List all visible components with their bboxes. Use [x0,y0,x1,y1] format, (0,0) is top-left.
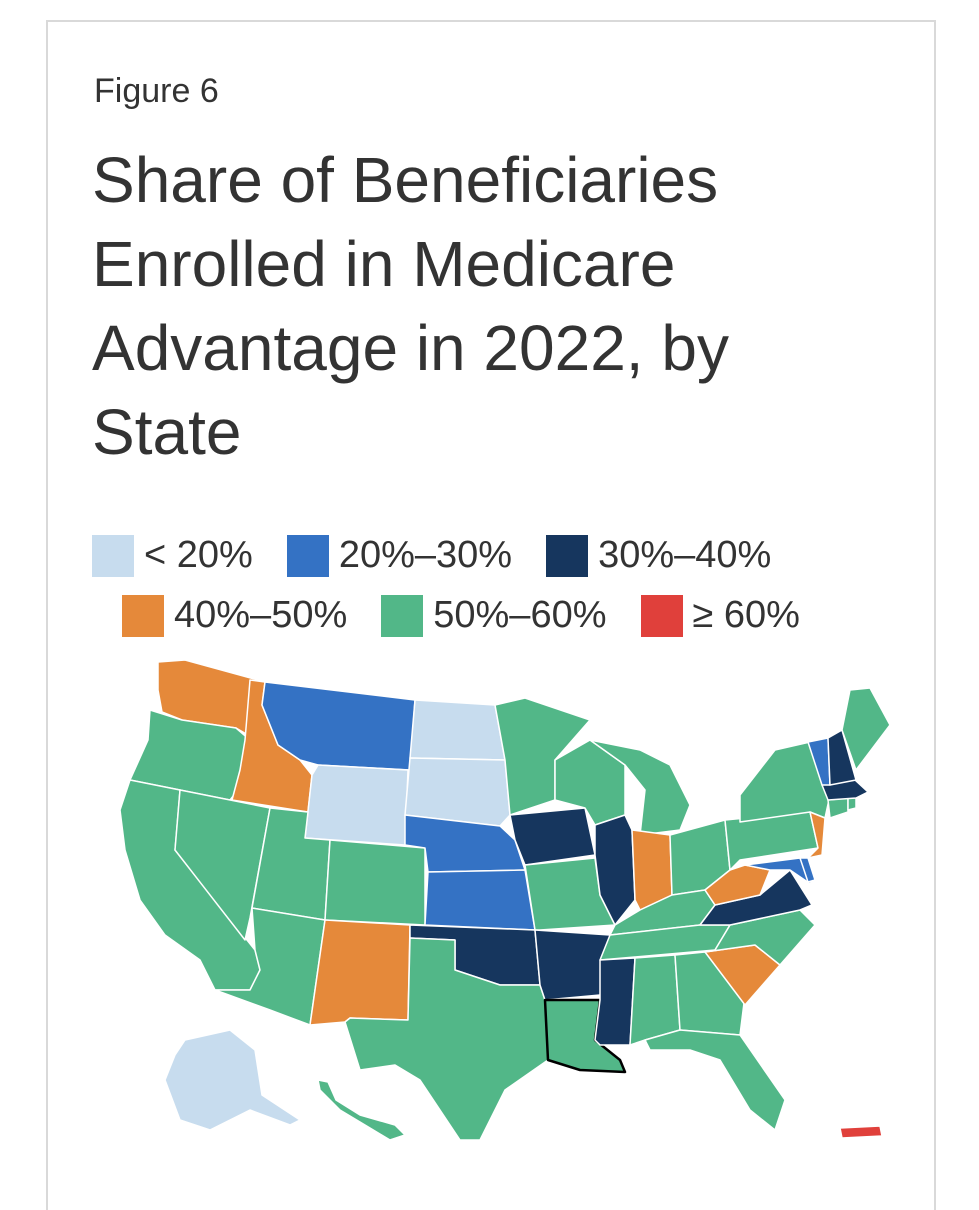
state-NY [739,741,831,823]
legend-swatch [381,594,424,637]
state-FL [644,1029,786,1131]
state-ME [841,687,891,771]
state-MS [594,957,636,1046]
legend-item-30-40: 30%–40% [546,534,771,577]
figure-label: Figure 6 [94,72,219,110]
legend-swatch [122,594,164,637]
legend-item-20-30: 20%–30% [286,534,513,577]
state-NJ [807,811,826,859]
legend-label: < 20% [144,534,253,576]
state-WY [304,764,409,846]
state-MI [589,739,691,836]
state-GA [674,951,746,1036]
state-TX [344,937,549,1141]
chart-title: Share of Beneficiaries Enrolled in Medic… [92,144,729,468]
state-DE [799,857,816,883]
state-IA [509,807,596,866]
legend-label: 30%–40% [598,534,772,576]
state-NH [827,729,857,786]
legend-swatch [640,594,683,637]
legend-swatch [286,534,329,577]
state-AK [164,1029,301,1131]
state-ND [409,699,506,761]
legend-item-40-50: 40%–50% [122,594,347,637]
state-KS [424,869,536,931]
legend-label: 20%–30% [338,534,513,576]
legend-row-1: < 20% 20%–30% 30%–40% [92,534,805,577]
state-NM [309,919,411,1026]
legend-item-50-60: 50%–60% [381,594,607,637]
legend-swatch [92,534,134,577]
legend-item-gte60: ≥ 60% [640,594,800,637]
state-CO [324,839,426,926]
state-RI [847,797,857,811]
state-CT [827,797,849,819]
legend-swatch [546,534,589,577]
state-IL [594,814,636,926]
legend-label: ≥ 60% [692,594,800,636]
legend-item-lt20: < 20% [92,534,253,577]
state-SD [404,757,511,827]
legend-label: 40%–50% [174,594,348,636]
state-AR [534,929,611,1001]
state-MD [744,857,813,886]
state-PR [839,1125,883,1139]
legend-label: 50%–60% [433,594,607,636]
state-HI [317,1079,406,1141]
state-NV [174,789,271,941]
us-state-map [119,659,891,1141]
legend-row-2: 40%–50% 50%–60% ≥ 60% [122,594,834,637]
